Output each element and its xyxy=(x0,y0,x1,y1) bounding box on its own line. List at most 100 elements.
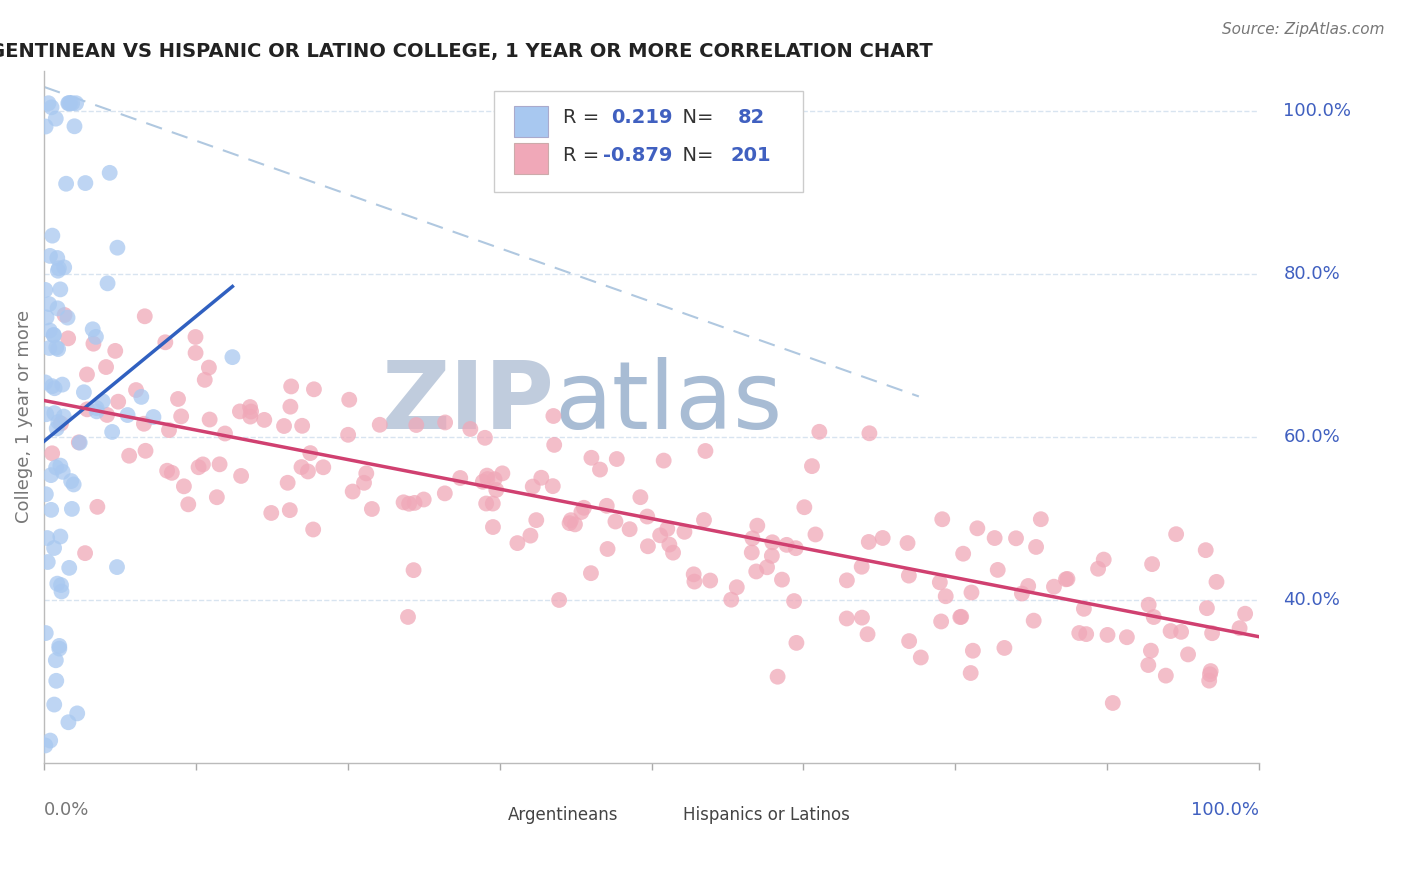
Point xyxy=(1056,572,1078,586)
Point xyxy=(543,409,565,423)
Point xyxy=(84,330,107,344)
Point xyxy=(337,392,360,407)
Bar xyxy=(650,807,673,822)
Point xyxy=(38,324,60,338)
Point xyxy=(1199,667,1222,681)
Point xyxy=(1205,574,1227,589)
Point xyxy=(75,546,97,560)
Point xyxy=(39,733,62,747)
Point xyxy=(1143,610,1166,624)
Point xyxy=(107,241,129,255)
Point xyxy=(851,559,873,574)
Point xyxy=(49,529,72,543)
Point xyxy=(52,409,75,424)
Point xyxy=(637,539,659,553)
Point xyxy=(579,566,602,581)
Point xyxy=(42,328,65,343)
Point xyxy=(290,460,312,475)
Point xyxy=(56,310,79,325)
Point xyxy=(240,404,263,418)
Point xyxy=(396,610,419,624)
Text: N=: N= xyxy=(669,108,725,128)
Text: atlas: atlas xyxy=(554,357,783,449)
Point xyxy=(658,538,681,552)
Point xyxy=(55,177,77,191)
Point xyxy=(239,400,262,414)
Point xyxy=(65,96,87,111)
Point xyxy=(962,643,984,657)
Point xyxy=(45,341,67,355)
Point xyxy=(342,484,364,499)
Point xyxy=(793,500,815,515)
Point xyxy=(134,310,156,324)
Point xyxy=(229,404,252,418)
Point xyxy=(928,575,950,590)
Point xyxy=(34,120,56,134)
Point xyxy=(1170,624,1192,639)
Point xyxy=(966,521,988,535)
Point xyxy=(76,368,98,382)
Point xyxy=(1073,602,1095,616)
Point xyxy=(872,531,894,545)
Point xyxy=(167,392,190,406)
Point xyxy=(636,509,658,524)
Point xyxy=(184,346,207,360)
Point xyxy=(107,394,129,409)
Point xyxy=(783,594,806,608)
Y-axis label: College, 1 year or more: College, 1 year or more xyxy=(15,310,32,524)
Point xyxy=(45,653,67,667)
Point xyxy=(34,739,56,753)
Text: 0.219: 0.219 xyxy=(612,108,673,128)
Text: 40.0%: 40.0% xyxy=(1284,591,1340,609)
Point xyxy=(506,536,529,550)
Point xyxy=(524,513,547,527)
Point xyxy=(434,416,457,430)
Point xyxy=(987,563,1010,577)
Point xyxy=(239,409,262,424)
Point xyxy=(460,422,482,436)
Point xyxy=(48,261,70,276)
Point xyxy=(1140,643,1163,657)
Point xyxy=(898,634,921,648)
Point xyxy=(960,585,983,599)
Point xyxy=(37,531,59,545)
Point xyxy=(558,516,581,530)
Point xyxy=(131,390,153,404)
Point xyxy=(46,342,69,356)
Point xyxy=(41,446,63,460)
FancyBboxPatch shape xyxy=(494,91,803,192)
Point xyxy=(1154,668,1177,682)
Point xyxy=(117,408,139,422)
Text: 60.0%: 60.0% xyxy=(1284,428,1340,446)
Point xyxy=(1025,540,1047,554)
Point xyxy=(46,301,69,316)
Bar xyxy=(515,105,548,136)
Point xyxy=(41,379,63,393)
Text: N=: N= xyxy=(669,145,720,165)
Point xyxy=(184,330,207,344)
Point xyxy=(596,541,619,556)
Point xyxy=(353,475,375,490)
Point xyxy=(39,468,62,483)
Point xyxy=(785,541,807,556)
Point xyxy=(412,492,434,507)
Text: R =: R = xyxy=(562,108,612,128)
Point xyxy=(76,402,98,417)
Point xyxy=(194,373,217,387)
Point xyxy=(477,472,499,486)
Point xyxy=(522,479,544,493)
Point xyxy=(1177,648,1199,662)
Point xyxy=(402,563,425,577)
Point xyxy=(280,400,302,414)
Point xyxy=(1160,624,1182,638)
Point xyxy=(1229,621,1251,635)
Point xyxy=(650,528,672,542)
Point xyxy=(1195,543,1218,558)
Point xyxy=(35,487,58,501)
Point xyxy=(91,394,114,409)
Point xyxy=(39,249,62,263)
Point xyxy=(693,513,716,527)
Point xyxy=(491,467,513,481)
Point xyxy=(770,573,793,587)
Point xyxy=(699,574,721,588)
